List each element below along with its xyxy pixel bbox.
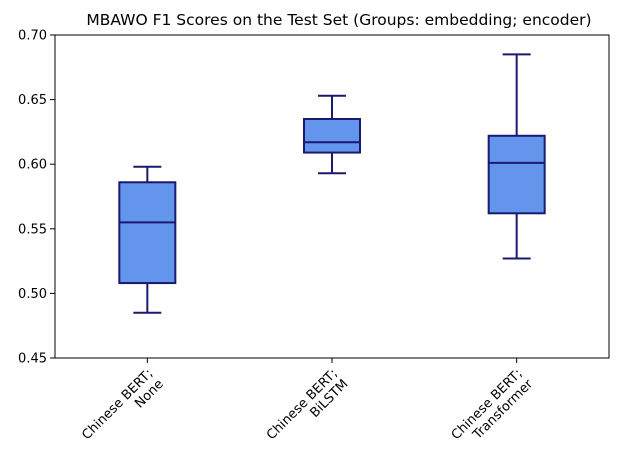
y-tick-label: 0.55 — [18, 222, 47, 237]
box-group-2 — [303, 94, 361, 175]
x-tick-label: Chinese BERT;None — [79, 366, 166, 453]
x-tick-label: Chinese BERT;BiLSTM — [264, 366, 351, 453]
plot-area — [118, 53, 546, 314]
iqr-box — [487, 134, 546, 215]
y-tick-label: 0.60 — [18, 158, 47, 173]
x-tick-label: Chinese BERT;Transformer — [449, 366, 537, 454]
x-axis: Chinese BERT;None Chinese BERT;BiLSTM Chin… — [79, 358, 537, 454]
box-group-3 — [487, 53, 546, 260]
box-group-1 — [118, 165, 177, 314]
y-axis: 0.45 0.50 0.55 0.60 0.65 0.70 — [18, 29, 55, 367]
y-tick-label: 0.50 — [18, 287, 47, 302]
y-tick-label: 0.70 — [18, 29, 47, 44]
iqr-box — [303, 117, 361, 154]
y-tick-label: 0.65 — [18, 93, 47, 108]
y-tick-label: 0.45 — [18, 352, 47, 367]
chart-title: MBAWO F1 Scores on the Test Set (Groups:… — [86, 11, 591, 29]
iqr-box — [118, 181, 177, 285]
